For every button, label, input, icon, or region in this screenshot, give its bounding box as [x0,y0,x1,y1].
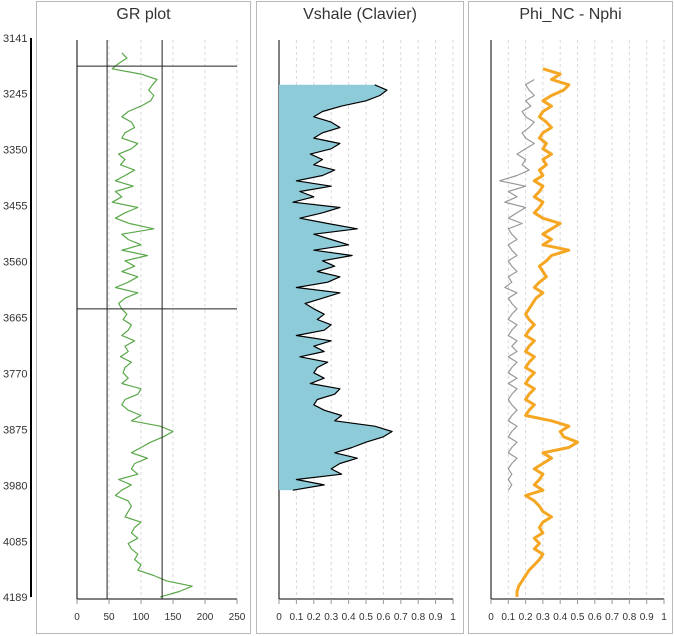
series-line [111,52,193,598]
series-line [292,84,393,491]
x-tick-label: 0.1 [501,612,515,623]
track-plot-phi: 0 0.1 0.2 0.3 0.4 0.5 0.6 0.7 0.8 0.9 1 [488,40,667,623]
x-tick-label: 0.4 [342,612,356,623]
track-panel-gr: GR plot 0 50 100 150 200 250 [36,1,251,634]
x-tick-label: 250 [229,612,246,623]
track-plot-gr: 0 50 100 150 200 250 [74,40,246,623]
depth-tick-label: 3665 [3,313,27,325]
x-tick-label: 0.6 [588,612,602,623]
x-tick-label: 0.9 [429,612,443,623]
depth-tick-label: 3141 [3,33,27,45]
depth-tick-label: 4189 [3,592,27,604]
track-panel-phi: Phi_NC - Nphi 0 0.1 0.2 0.3 0.4 0.5 0.6 0.7 0.8 0… [468,1,673,634]
series-line [499,78,535,491]
x-tick-label: 50 [103,612,115,623]
x-tick-label: 0.6 [376,612,390,623]
depth-tick-label: 3560 [3,256,27,268]
depth-tick-label: 4085 [3,537,27,549]
x-tick-label: 0.8 [411,612,425,623]
depth-tick-label: 3980 [3,481,27,493]
x-tick-label: 1 [661,612,667,623]
x-tick-label: 0.2 [519,612,533,623]
depth-tick-label: 3245 [3,88,27,100]
x-tick-label: 0.7 [394,612,408,623]
track-plot-vshale: 0 0.1 0.2 0.3 0.4 0.5 0.6 0.7 0.8 0.9 1 [276,40,456,623]
x-tick-label: 0 [488,612,494,623]
x-tick-label: 100 [133,612,150,623]
depth-axis: 3141 3245 3350 3455 3560 3665 3770 3875 3980 4085… [3,33,32,604]
x-tick-label: 0.4 [553,612,567,623]
x-tick-label: 0.3 [536,612,550,623]
depth-tick-label: 3455 [3,200,27,212]
x-tick-label: 0.2 [307,612,321,623]
track-title: Vshale (Clavier) [303,6,417,23]
x-tick-label: 200 [197,612,214,623]
x-tick-label: 0.3 [324,612,338,623]
depth-tick-label: 3770 [3,369,27,381]
x-tick-label: 0.8 [622,612,636,623]
x-tick-label: 0.5 [359,612,373,623]
x-tick-label: 150 [165,612,182,623]
x-tick-label: 0 [276,612,282,623]
x-tick-label: 0.9 [640,612,654,623]
x-tick-label: 0.1 [289,612,303,623]
track-title: Phi_NC - Nphi [519,6,622,23]
x-tick-label: 0 [74,612,80,623]
depth-tick-label: 3875 [3,425,27,437]
x-tick-label: 0.7 [605,612,619,623]
x-tick-label: 0.5 [571,612,585,623]
series-line [515,67,579,597]
track-panel-vshale: Vshale (Clavier) 0 0.1 0.2 0.3 0.4 0.5 0.6 0.7 0… [256,1,464,634]
series-fill [279,84,393,491]
track-title: GR plot [116,6,171,23]
depth-tick-label: 3350 [3,144,27,156]
x-tick-label: 1 [450,612,456,623]
